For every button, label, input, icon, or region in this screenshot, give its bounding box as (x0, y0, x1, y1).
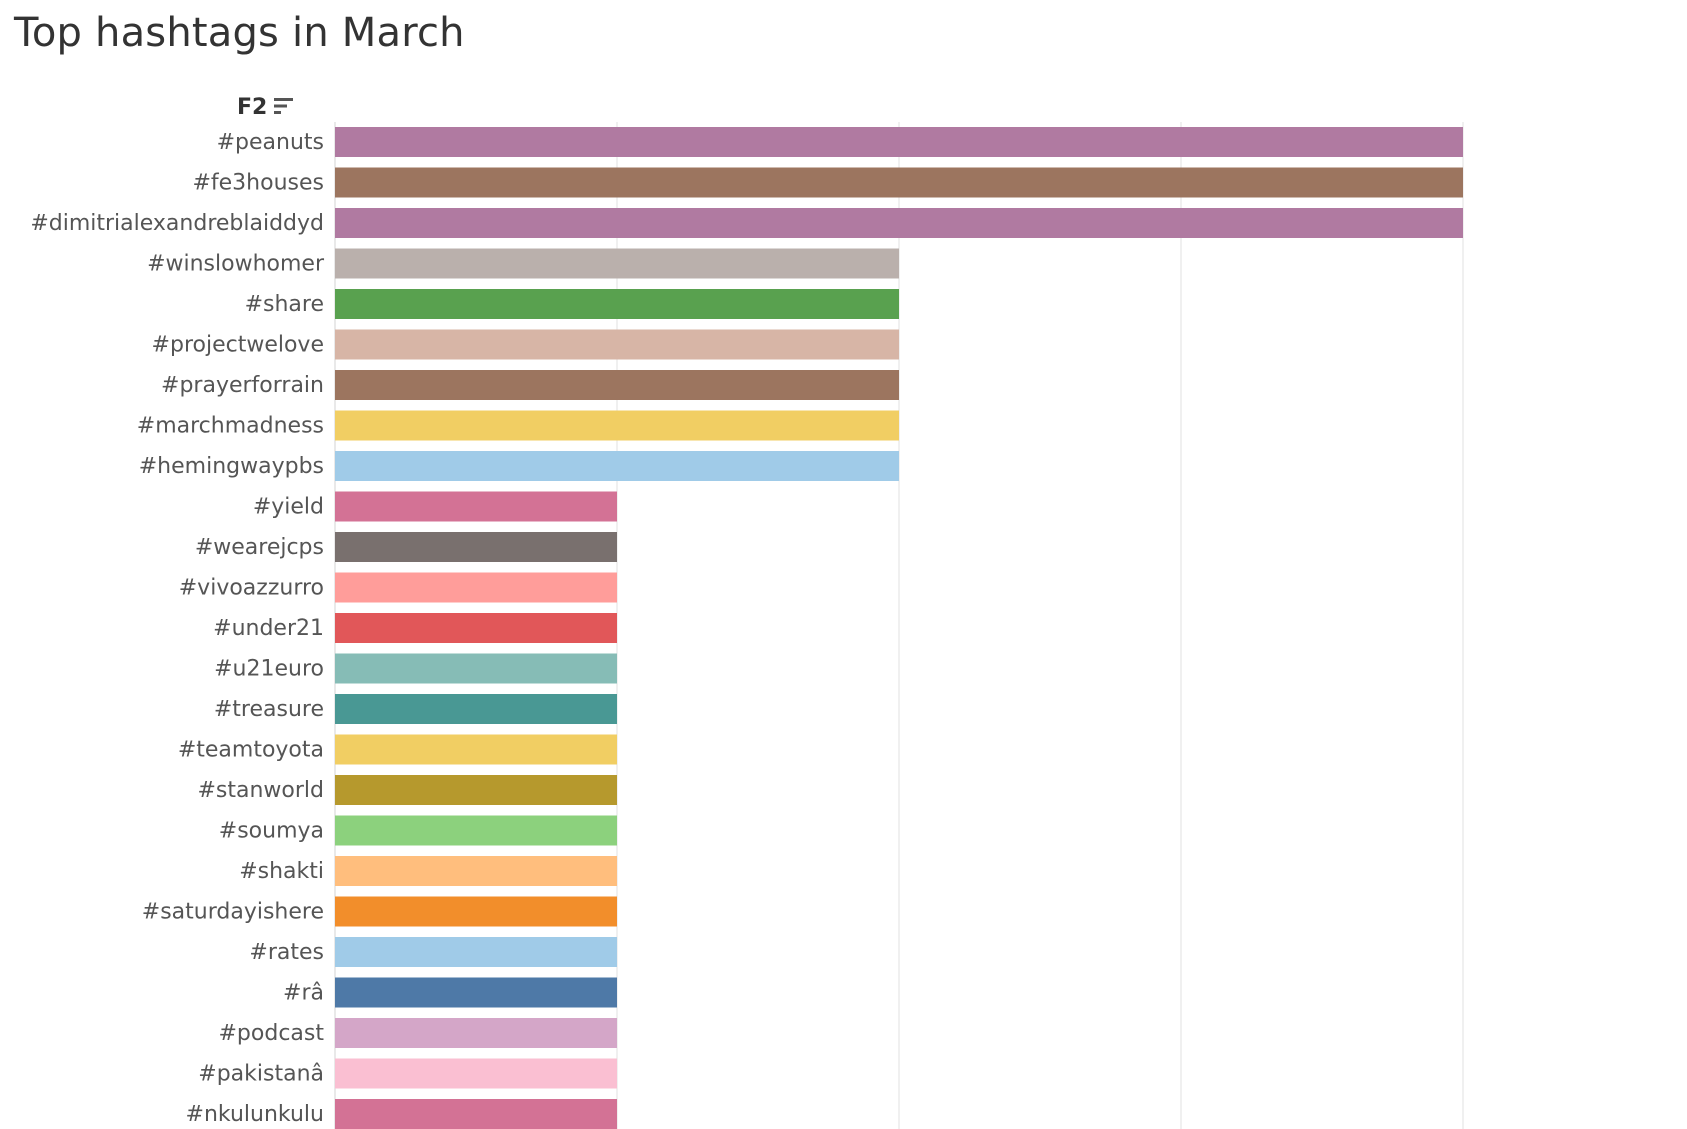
category-label: #share (245, 292, 324, 317)
bar[interactable] (335, 127, 1463, 157)
bar[interactable] (335, 815, 617, 846)
bar[interactable] (335, 1018, 617, 1048)
bar[interactable] (335, 167, 1463, 198)
bar[interactable] (335, 1058, 617, 1089)
bar[interactable] (335, 410, 899, 441)
category-label: #râ (283, 981, 324, 1006)
bar[interactable] (335, 653, 617, 684)
category-label: #vivoazzurro (179, 576, 324, 601)
category-label: #winslowhomer (147, 252, 325, 277)
category-label: #wearejcps (195, 535, 324, 560)
category-label: #pakistanâ (198, 1062, 324, 1087)
category-label: #teamtoyota (178, 738, 324, 763)
bar[interactable] (335, 451, 899, 481)
category-label: #stanworld (197, 778, 324, 803)
bar[interactable] (335, 1099, 617, 1129)
category-labels: #peanuts #fe3houses #dimitrialexandreblaid… (30, 130, 325, 1127)
bar[interactable] (335, 734, 617, 765)
bar[interactable] (335, 775, 617, 805)
field-label: F2 (237, 94, 268, 120)
field-header[interactable]: F2 (237, 93, 295, 121)
category-label: #under21 (213, 616, 324, 641)
category-label: #shakti (239, 859, 324, 884)
sort-descending-icon[interactable] (273, 96, 295, 118)
category-label: #hemingwaypbs (139, 454, 324, 479)
bar[interactable] (335, 532, 617, 562)
category-label: #yield (253, 495, 324, 520)
bar[interactable] (335, 329, 899, 360)
category-label: #treasure (214, 697, 324, 722)
bar[interactable] (335, 208, 1463, 238)
bar[interactable] (335, 937, 617, 967)
category-label: #u21euro (214, 657, 324, 682)
bar[interactable] (335, 694, 617, 724)
bar[interactable] (335, 977, 617, 1008)
category-label: #dimitrialexandreblaiddyd (30, 211, 324, 236)
category-label: #marchmadness (137, 414, 324, 439)
category-label: #soumya (219, 819, 324, 844)
category-label: #fe3houses (192, 171, 324, 196)
bar[interactable] (335, 613, 617, 643)
bar[interactable] (335, 896, 617, 927)
bars (335, 127, 1463, 1129)
bar[interactable] (335, 491, 617, 522)
bar[interactable] (335, 856, 617, 886)
bar[interactable] (335, 248, 899, 279)
chart-title: Top hashtags in March (14, 10, 465, 56)
category-label: #saturdayishere (142, 900, 324, 925)
category-label: #prayerforrain (161, 373, 324, 398)
category-label: #podcast (219, 1021, 325, 1046)
category-label: #rates (249, 940, 324, 965)
category-label: #nkulunkulu (186, 1102, 324, 1127)
bar[interactable] (335, 370, 899, 400)
bar[interactable] (335, 289, 899, 319)
category-label: #projectwelove (152, 333, 324, 358)
bar[interactable] (335, 572, 617, 603)
category-label: #peanuts (217, 130, 324, 155)
gridlines (616, 122, 1464, 1129)
